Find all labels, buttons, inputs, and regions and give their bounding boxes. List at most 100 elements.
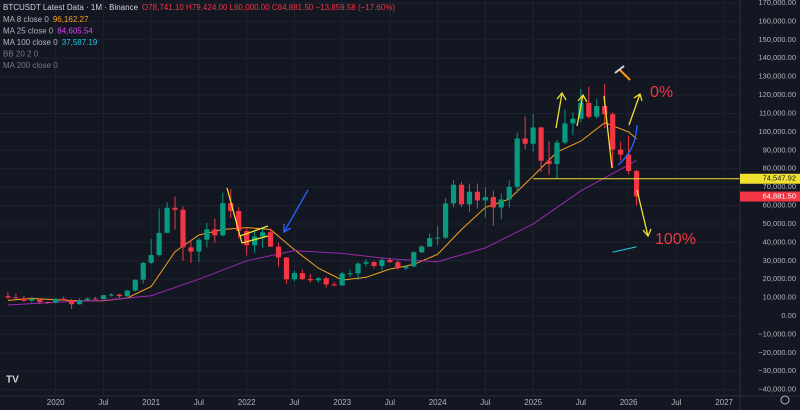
candle-body	[29, 299, 35, 301]
arrow	[283, 189, 309, 233]
y-tick-label: 60,000.00	[763, 201, 796, 210]
indicator-name: MA 25 close 0	[3, 27, 54, 36]
indicator-value: 37,587.19	[62, 38, 98, 47]
candle-body	[244, 230, 250, 246]
candle-body	[220, 203, 226, 236]
candle-body	[196, 239, 202, 252]
legend-header: BTCUSDT Latest Data · 1M · Binance O78,74…	[3, 3, 395, 70]
arrowhead	[577, 93, 588, 103]
candle-body	[116, 294, 122, 297]
candle-body	[347, 273, 353, 275]
candle-body	[180, 209, 186, 248]
candle-body	[283, 257, 290, 280]
candle-body	[482, 197, 488, 201]
candle-body	[538, 127, 544, 161]
arrowhead	[556, 91, 567, 101]
candle-body	[188, 247, 194, 252]
arrow	[555, 92, 563, 129]
y-tick-label: 150,000.00	[758, 35, 796, 44]
candle-body	[172, 207, 178, 210]
y-tick-label: 50,000.00	[763, 219, 796, 228]
annotation: 100%	[655, 231, 696, 248]
candle-body	[387, 259, 393, 263]
candle-body	[435, 237, 441, 239]
candle-body	[578, 102, 584, 119]
x-tick-label: 2027	[715, 398, 733, 407]
arrowhead	[283, 224, 292, 234]
x-tick-label: 2021	[142, 398, 160, 407]
annotation: 0%	[650, 84, 673, 101]
x-tick-label: Jul	[385, 398, 395, 407]
x-tick-label: Jul	[480, 398, 490, 407]
ma-line	[7, 159, 637, 306]
candle-body	[506, 186, 512, 200]
arrow	[636, 189, 649, 237]
settings-button[interactable]	[780, 395, 790, 405]
candle-body	[514, 138, 520, 187]
candle-body	[291, 273, 298, 280]
y-tick-label: 0.00	[781, 311, 796, 320]
candle-body	[355, 263, 361, 274]
y-tick-label: 140,000.00	[758, 53, 796, 62]
indicator-name: MA 8 close 0	[3, 15, 49, 24]
candle-body	[339, 273, 345, 286]
y-tick-label: 100,000.00	[758, 127, 796, 136]
candle-body	[212, 229, 218, 236]
candle-body	[371, 262, 377, 266]
x-tick-label: 2026	[620, 398, 638, 407]
y-tick-label: 70,000.00	[763, 182, 796, 191]
candle-body	[530, 127, 536, 144]
candle-body	[299, 273, 305, 280]
candle-body	[164, 207, 170, 233]
y-tick-label: 40,000.00	[763, 237, 796, 246]
candle-body	[5, 296, 11, 298]
candle-body	[594, 106, 600, 117]
drawing-line	[603, 95, 613, 169]
y-tick-label: −30,000.00	[758, 366, 796, 375]
candle-body	[379, 259, 385, 266]
candle-body	[474, 191, 481, 201]
price-label-box	[740, 173, 800, 184]
candle-body	[228, 203, 234, 212]
last-price-label: 64,881.50	[763, 192, 796, 201]
y-tick-label: 20,000.00	[763, 274, 796, 283]
candle-body	[562, 123, 568, 143]
candle-body	[307, 279, 313, 281]
candle-body	[427, 238, 433, 247]
drawings: 0% 100%	[226, 65, 696, 248]
candle-body	[124, 290, 130, 297]
candle-body	[570, 118, 576, 124]
arrowhead	[633, 92, 643, 102]
grid	[0, 0, 740, 396]
x-tick-label: 2022	[238, 398, 256, 407]
candle-body	[522, 138, 528, 144]
candle-body	[140, 262, 146, 280]
candle-body	[458, 184, 465, 205]
y-tick-label: 160,000.00	[758, 16, 796, 25]
candle-body	[450, 184, 457, 204]
candle-body	[498, 199, 504, 208]
candle-body	[13, 297, 19, 299]
logo-mark: TV	[6, 375, 19, 386]
arrow	[628, 93, 641, 126]
drawing-icon	[614, 65, 625, 74]
x-tick-label: Jul	[98, 398, 108, 407]
y-tick-label: −40,000.00	[758, 385, 796, 394]
candle-body	[267, 232, 274, 247]
candle-body	[610, 114, 616, 150]
x-tick-label: 2025	[524, 398, 542, 407]
y-tick-label: 170,000.00	[758, 0, 796, 7]
y-tick-label: 10,000.00	[763, 293, 796, 302]
candle-body	[84, 298, 91, 301]
candle-body	[53, 298, 59, 303]
candle-body	[252, 236, 258, 246]
drawing-icon	[619, 69, 631, 81]
candle-body	[403, 266, 409, 269]
candle-body	[100, 295, 107, 300]
candle-body	[21, 298, 27, 301]
candle-body	[554, 142, 560, 165]
candle-body	[148, 255, 154, 263]
tv-logo: TV	[4, 372, 22, 386]
candle-body	[323, 278, 329, 285]
